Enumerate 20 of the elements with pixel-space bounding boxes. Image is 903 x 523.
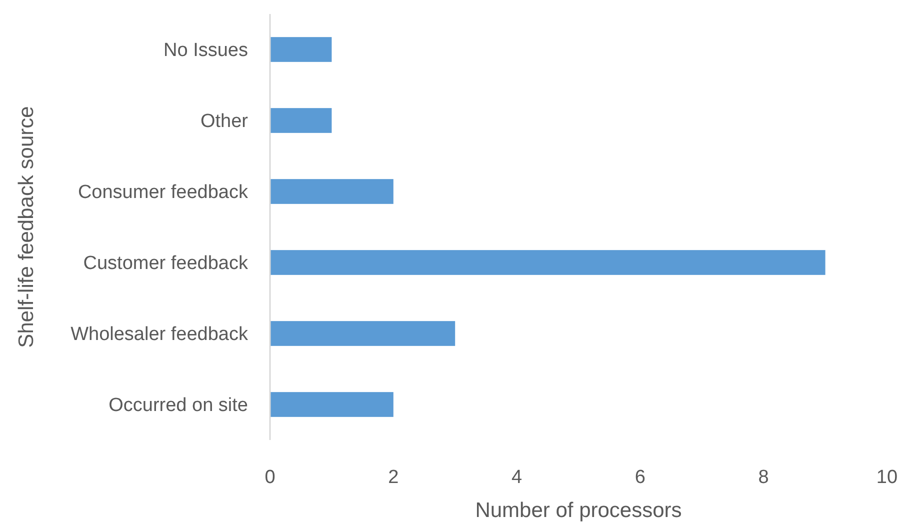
y-tick-label: Consumer feedback xyxy=(78,182,248,204)
bar xyxy=(270,392,394,417)
bar xyxy=(270,250,826,275)
x-tick-label: 8 xyxy=(758,467,769,488)
x-axis-title: Number of processors xyxy=(475,499,682,522)
x-tick-label: 0 xyxy=(264,467,276,488)
y-tick-label: No Issues xyxy=(164,40,248,62)
x-tick-label: 2 xyxy=(388,467,399,488)
x-tick-label: 10 xyxy=(876,467,898,488)
bar xyxy=(270,321,456,346)
y-tick-label: Wholesaler feedback xyxy=(70,324,248,346)
y-tick-label: Occurred on site xyxy=(108,395,248,416)
bar xyxy=(270,37,332,62)
y-axis-title: Shelf-life feedback source xyxy=(15,106,38,348)
y-tick-label: Customer feedback xyxy=(83,253,248,274)
y-tick-label: Other xyxy=(200,111,249,132)
bar xyxy=(270,108,332,133)
x-tick-label: 6 xyxy=(634,467,646,488)
x-tick-label: 4 xyxy=(512,467,523,488)
bar xyxy=(270,179,394,204)
